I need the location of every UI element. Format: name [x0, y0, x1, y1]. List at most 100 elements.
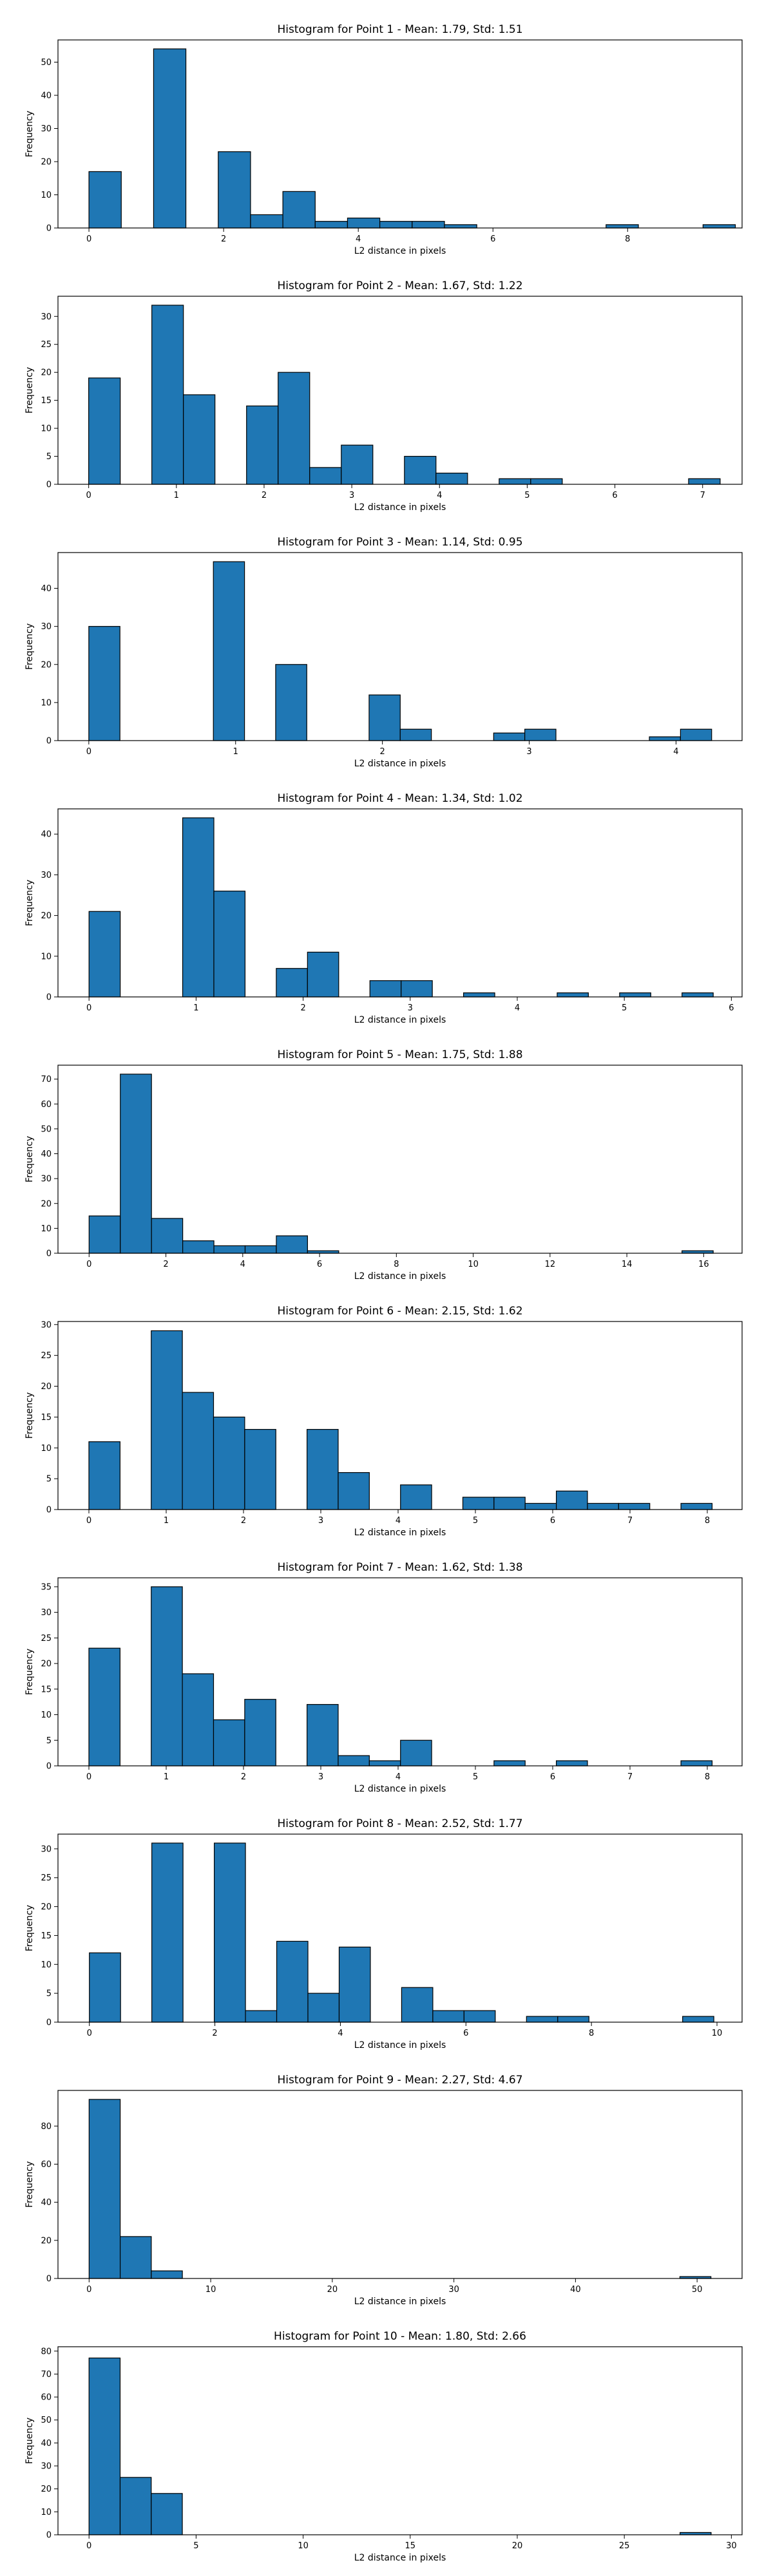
y-tick-label: 0	[46, 2018, 52, 2028]
y-tick-label: 5	[46, 452, 52, 462]
histogram-bar	[213, 891, 246, 998]
histogram-bar	[214, 1842, 246, 2023]
x-tick-label: 1	[174, 491, 179, 500]
x-tick-label: 5	[473, 1772, 478, 1782]
x-tick-label: 5	[622, 1003, 627, 1013]
histogram-bar	[88, 2357, 121, 2535]
histogram-bar	[89, 1952, 121, 2023]
histogram-bar	[400, 1484, 432, 1510]
x-tick-label: 0	[87, 2029, 92, 2038]
histogram-bar	[182, 1673, 215, 1766]
x-tick-label: 7	[627, 1516, 633, 1526]
x-tick-label: 6	[550, 1516, 555, 1526]
x-tick-label: 14	[622, 1260, 633, 1269]
histogram-bar	[338, 1946, 371, 2023]
histogram-bar	[493, 1497, 526, 1510]
y-tick-label: 25	[41, 1634, 52, 1643]
y-tick-label: 0	[46, 2531, 52, 2541]
histogram-bar	[379, 221, 413, 229]
x-tick-label: 2	[212, 2029, 217, 2038]
y-tick-label: 5	[46, 1475, 52, 1484]
histogram-panel: Histogram for Point 5 - Mean: 1.75, Std:…	[24, 1048, 743, 1282]
x-tick-label: 1	[164, 1772, 169, 1782]
histogram-bar	[244, 1428, 276, 1510]
x-tick-label: 10	[298, 2541, 309, 2551]
chart-title: Histogram for Point 6 - Mean: 2.15, Std:…	[277, 1305, 522, 1318]
y-tick-label: 40	[41, 830, 52, 840]
x-tick-label: 3	[349, 491, 354, 500]
histogram-bar	[499, 478, 531, 485]
chart-title: Histogram for Point 7 - Mean: 1.62, Std:…	[277, 1561, 522, 1574]
x-tick-label: 2	[163, 1260, 168, 1269]
y-tick-label: 20	[41, 1382, 52, 1392]
histogram-bar	[120, 1074, 152, 1254]
histogram-bar	[213, 1245, 246, 1254]
x-tick-label: 3	[408, 1003, 413, 1013]
y-tick-label: 20	[41, 660, 52, 670]
x-tick-label: 30	[448, 2285, 459, 2295]
histogram-panel: Histogram for Point 8 - Mean: 2.52, Std:…	[24, 1817, 743, 2050]
y-tick-label: 10	[41, 698, 52, 708]
x-axis-label: L2 distance in pixels	[354, 2553, 446, 2563]
y-tick-label: 50	[41, 1124, 52, 1134]
x-tick-label: 10	[468, 1260, 479, 1269]
x-tick-label: 50	[692, 2285, 703, 2295]
y-tick-label: 10	[41, 2508, 52, 2517]
y-axis-label: Frequency	[24, 1392, 35, 1439]
histogram-panel: Histogram for Point 9 - Mean: 2.27, Std:…	[24, 2074, 743, 2307]
histogram-bar	[88, 626, 120, 741]
histogram-bar	[88, 911, 121, 998]
y-tick-label: 20	[41, 1902, 52, 1912]
histogram-bar	[246, 405, 279, 485]
histogram-bar	[347, 217, 381, 229]
histogram-bar	[213, 1416, 245, 1510]
histogram-bar	[399, 728, 432, 741]
y-tick-label: 0	[46, 2275, 52, 2284]
x-tick-label: 1	[164, 1516, 169, 1526]
histogram-bar	[151, 305, 184, 485]
x-tick-label: 4	[437, 491, 442, 500]
y-tick-label: 30	[41, 622, 52, 632]
histogram-bar	[682, 2016, 714, 2023]
y-tick-label: 30	[41, 1320, 52, 1330]
y-tick-label: 0	[46, 993, 52, 1003]
histogram-bar	[307, 1993, 340, 2023]
y-tick-label: 0	[46, 1506, 52, 1515]
histogram-bar	[368, 694, 401, 741]
histogram-bar	[244, 1699, 276, 1766]
x-tick-label: 0	[86, 491, 91, 500]
x-tick-label: 8	[625, 234, 630, 244]
histogram-bar	[182, 1392, 215, 1510]
x-tick-label: 6	[550, 1772, 555, 1782]
chart-title: Histogram for Point 9 - Mean: 2.27, Std:…	[277, 2074, 522, 2087]
histogram-bar	[183, 394, 216, 485]
histogram-bar	[244, 1245, 277, 1254]
histogram-bar	[213, 1719, 245, 1766]
x-tick-label: 20	[512, 2541, 523, 2551]
x-tick-label: 2	[262, 491, 267, 500]
histogram-bar	[151, 1586, 183, 1766]
y-tick-label: 0	[46, 224, 52, 234]
x-tick-label: 40	[570, 2285, 581, 2295]
histogram-bar	[213, 561, 245, 741]
histogram-bar	[404, 455, 437, 485]
y-tick-label: 20	[41, 2485, 52, 2494]
x-tick-label: 5	[193, 2541, 198, 2551]
x-tick-label: 3	[318, 1516, 323, 1526]
y-tick-label: 0	[46, 1762, 52, 1772]
x-tick-label: 0	[86, 1516, 91, 1526]
x-tick-label: 4	[673, 747, 678, 757]
histogram-bar	[314, 221, 348, 229]
y-tick-label: 30	[41, 1175, 52, 1184]
chart-title: Histogram for Point 4 - Mean: 1.34, Std:…	[277, 792, 522, 805]
x-tick-label: 4	[515, 1003, 520, 1013]
plot-frame	[57, 2346, 743, 2535]
histogram-panel: Histogram for Point 6 - Mean: 2.15, Std:…	[24, 1305, 743, 1538]
histogram-bar	[368, 1760, 401, 1766]
y-tick-label: 70	[41, 1075, 52, 1084]
histogram-bar	[435, 473, 468, 485]
x-axis-label: L2 distance in pixels	[354, 759, 446, 769]
histogram-bar	[587, 1502, 619, 1510]
